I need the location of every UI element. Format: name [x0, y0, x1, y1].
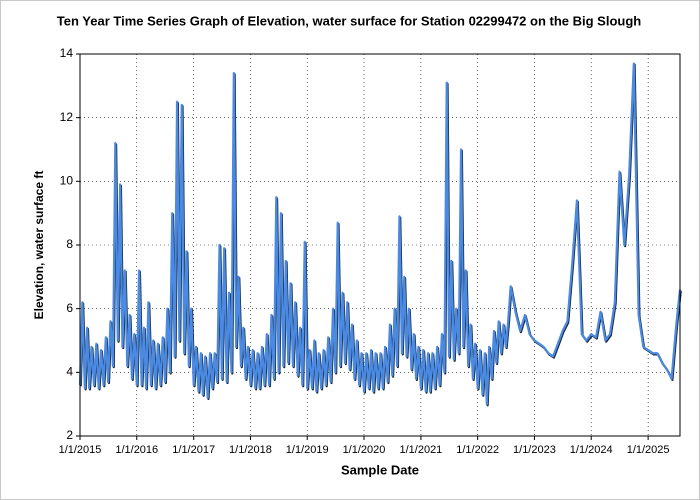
- chart-title: Ten Year Time Series Graph of Elevation,…: [57, 13, 642, 28]
- y-tick-label: 8: [66, 237, 73, 251]
- y-tick-label: 4: [66, 365, 73, 379]
- y-tick-label: 2: [66, 428, 73, 442]
- plot-frame: [79, 53, 681, 437]
- x-tick-label: 1/1/2017: [172, 444, 215, 456]
- x-tick-label: 1/1/2020: [343, 444, 386, 456]
- x-tick-label: 1/1/2019: [286, 444, 329, 456]
- y-tick-label: 6: [66, 301, 73, 315]
- y-tick-label: 12: [60, 110, 74, 124]
- x-axis-label: Sample Date: [341, 462, 419, 477]
- x-tick-label: 1/1/2024: [570, 444, 613, 456]
- y-tick-label: 14: [60, 46, 74, 60]
- x-tick-label: 1/1/2018: [229, 444, 272, 456]
- x-tick-label: 1/1/2022: [456, 444, 499, 456]
- x-tick-label: 1/1/2021: [399, 444, 442, 456]
- y-tick-label: 10: [60, 174, 74, 188]
- x-tick-label: 1/1/2015: [59, 444, 102, 456]
- series-line: [78, 62, 682, 406]
- x-tick-label: 1/1/2025: [627, 444, 670, 456]
- x-tick-label: 1/1/2023: [513, 444, 556, 456]
- x-tick-label: 1/1/2016: [115, 444, 158, 456]
- y-axis-label: Elevation, water surface ft: [32, 171, 46, 320]
